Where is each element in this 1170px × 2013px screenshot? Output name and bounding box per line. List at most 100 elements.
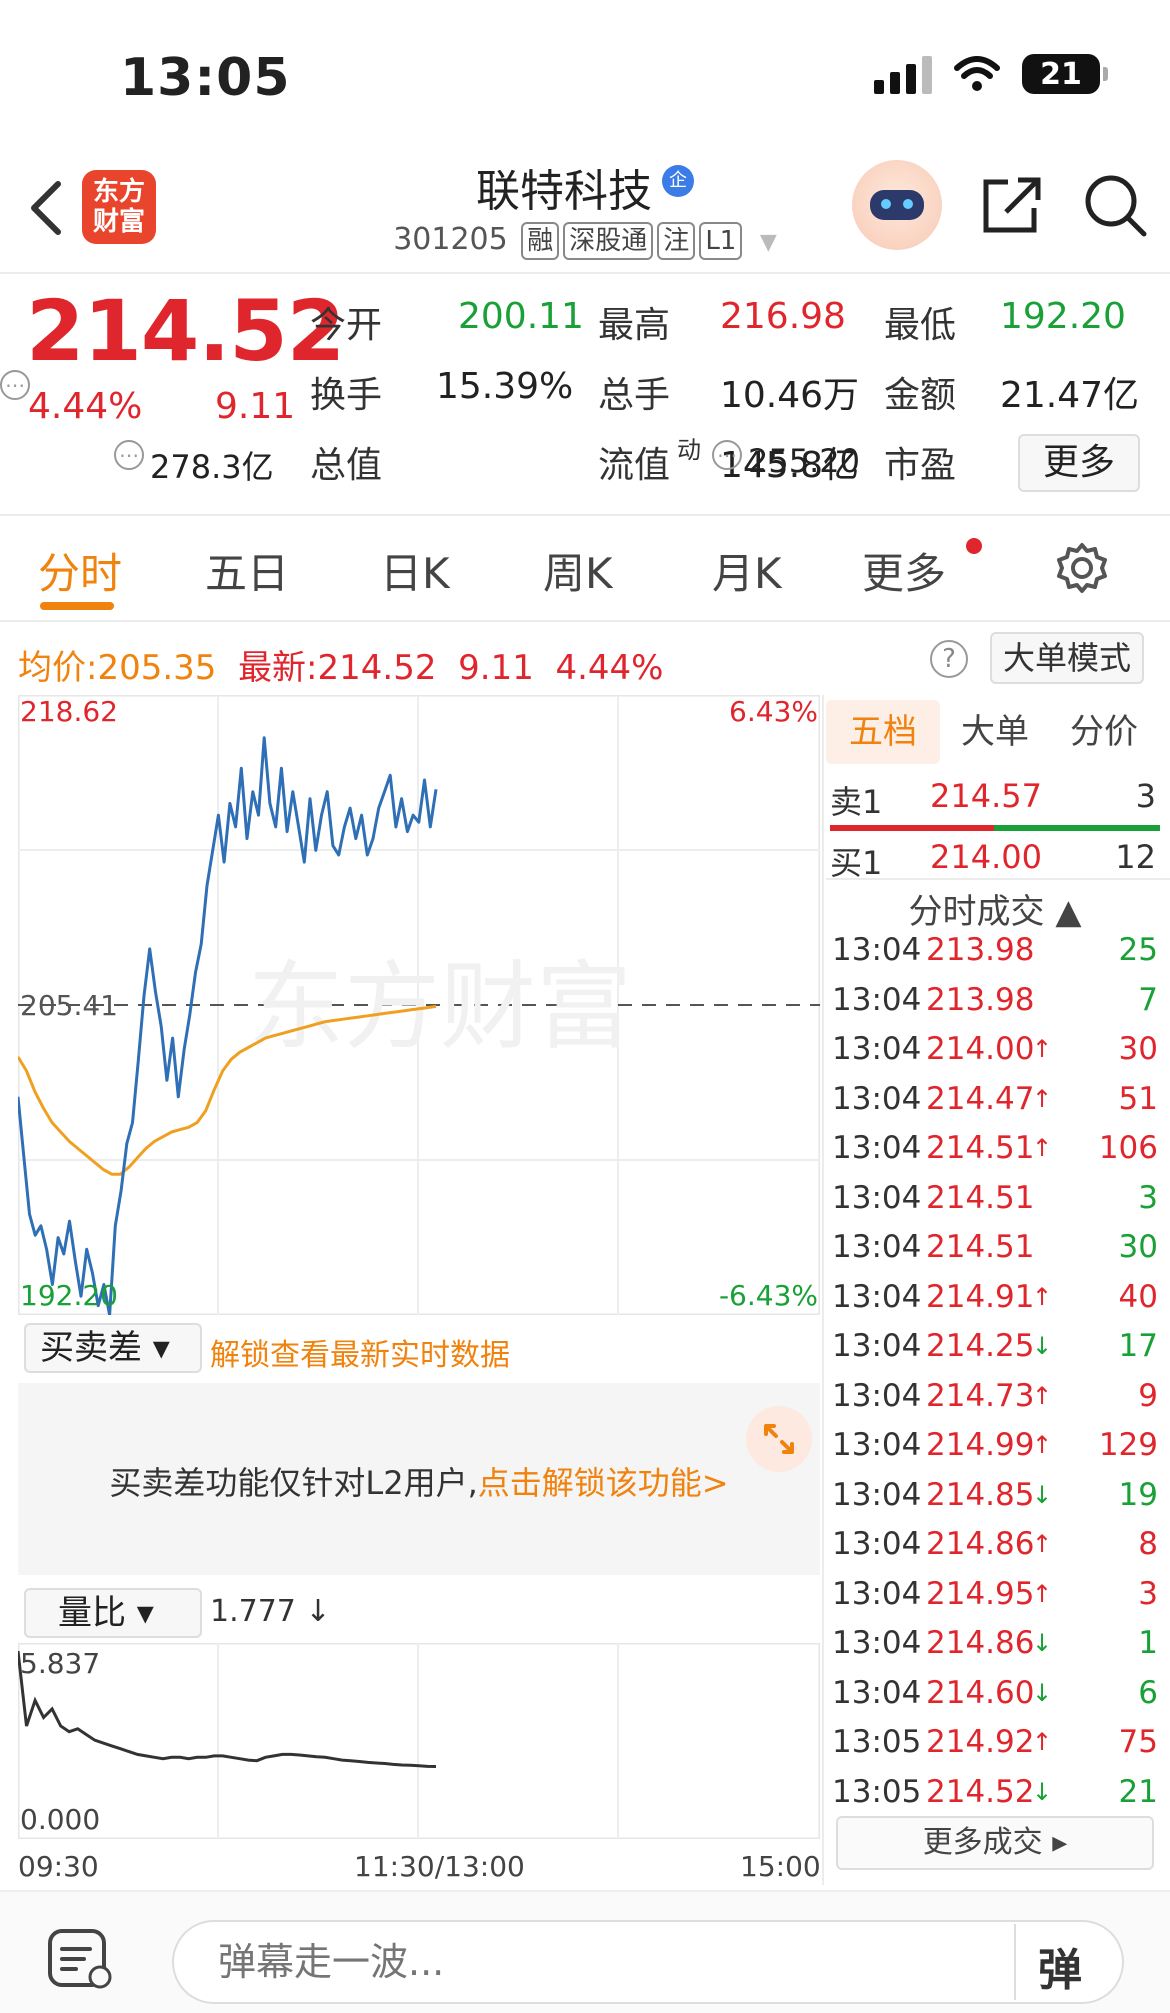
stock-subtitle[interactable]: 301205 融深股通注 L1 ▼ [0,222,1170,260]
trade-volume: 3 [1138,1575,1158,1612]
trade-direction-icon: ↓ [1032,1777,1053,1806]
trade-time: 13:04 [832,1031,922,1067]
status-icons: 21 [874,54,1108,94]
sell-1-label: 卖1 [830,783,883,821]
trade-time: 13:04 [832,1625,922,1661]
trade-time: 13:05 [832,1773,922,1810]
buy-1-label: 买1 [830,844,883,882]
trade-direction-icon: ↑ [1032,1084,1053,1113]
tab-price-distribution[interactable]: 分价 [1070,712,1138,752]
avg-value: 205.35 [97,648,217,688]
time-label-close: 15:00 [740,1850,821,1883]
unlock-realtime-link[interactable]: 解锁查看最新实时数据 [210,1338,510,1373]
trade-row: 13:04 214.86 ↓ 1 [832,1625,1158,1675]
trade-price: 214.99 [926,1427,1035,1463]
trade-row: 13:04 214.00 ↑ 30 [832,1031,1158,1081]
tag-connect: 深股通 [563,222,654,260]
time-label-mid: 11:30/13:00 [354,1850,525,1883]
trade-row: 13:04 214.47 ↑ 51 [832,1081,1158,1131]
price-line [18,736,438,1315]
trades-header[interactable]: 分时成交 ▲ [908,892,1082,932]
trade-row: 13:05 214.52 ↓ 21 [832,1774,1158,1824]
pct-axis-bottom-label: -6.43% [719,1279,818,1312]
tag-registration: 注 [657,222,696,260]
quote-label: 总值 [310,445,383,486]
input-separator [1014,1924,1016,2000]
quote-label: 今开 [310,305,383,346]
trade-volume: 30 [1118,1229,1158,1265]
buy-sell-diff-panel [18,1383,820,1575]
trade-time: 13:04 [832,1229,922,1265]
more-trades-button[interactable]: 更多成交 ▸ [836,1816,1154,1870]
time-label-open: 09:30 [18,1850,99,1883]
trade-row: 13:04 214.60 ↓ 6 [832,1675,1158,1725]
corp-badge-icon: 企 [662,165,694,197]
trade-time: 13:04 [832,1427,922,1463]
search-icon[interactable] [1082,172,1148,238]
trade-volume: 6 [1138,1674,1158,1711]
trade-direction-icon: ↓ [1032,1332,1053,1360]
trade-volume: 8 [1138,1526,1158,1562]
trade-time: 13:04 [832,1278,922,1315]
avg-price-line [18,1004,437,1176]
trade-direction-icon: ↑ [1032,1282,1053,1311]
trade-time: 13:04 [832,1179,922,1216]
buy-1-row: 买1 214.00 12 [830,838,1160,886]
tab-big-orders[interactable]: 大单 [961,712,1029,752]
trade-direction-icon: ↑ [1032,1728,1053,1756]
tab-daily-k[interactable]: 日K [380,549,450,598]
sell-1-row: 卖1 214.57 3 [830,777,1160,825]
buy-pressure-bar [994,825,1160,831]
order-book-tabs: 五档 大单 分价 [826,700,1158,766]
stock-title: 联特科技企 [0,155,1170,219]
help-icon[interactable]: ? [930,640,968,678]
quote-value: 192.20 [1000,296,1126,337]
danmaku-input[interactable] [172,1920,1124,2004]
buy-sell-diff-select[interactable]: 买卖差 ▾ [24,1323,202,1373]
big-order-mode-button[interactable]: 大单模式 [990,632,1144,684]
wifi-icon [954,56,1000,91]
trade-volume: 19 [1118,1476,1158,1513]
volume-ratio-value: 1.777 ↓ [210,1594,331,1629]
quote-value: 15.39% [436,366,574,407]
quote-label: 市盈 [884,445,957,486]
l2-note: 买卖差功能仅针对L2用户,点击解锁该功能> [18,1458,820,1504]
volume-ratio-chart[interactable]: 5.837 0.000 [18,1643,820,1839]
unlock-feature-link[interactable]: 点击解锁该功能> [477,1464,729,1502]
tab-monthly-k[interactable]: 月K [712,549,782,598]
ratio-top-label: 5.837 [20,1647,100,1680]
volume-ratio-select[interactable]: 量比 ▾ [24,1588,202,1638]
latest-value: 214.52 [317,648,437,688]
tab-more[interactable]: 更多 [862,549,947,598]
trade-row: 13:04 214.51 30 [832,1229,1158,1279]
settings-gear-icon[interactable] [1056,542,1108,594]
tab-weekly-k[interactable]: 周K [543,549,613,598]
back-chevron-icon[interactable] [26,178,66,238]
danmaku-toggle-button[interactable]: 弹 [1038,1945,1082,1996]
tab-five-day[interactable]: 五日 [205,549,290,598]
trade-direction-icon: ↑ [1032,1381,1053,1410]
trade-time: 13:04 [832,932,922,968]
trade-direction-icon: ↑ [1032,1134,1053,1162]
trade-price: 214.47 [926,1080,1035,1117]
latest-change: 9.11 [458,648,534,688]
info-icon[interactable]: ⋯ [114,440,144,470]
quote-value: 145.8亿 [720,445,860,486]
tab-intraday[interactable]: 分时 [38,549,123,598]
trade-time: 13:05 [832,1724,922,1760]
trade-price: 214.51 [926,1229,1035,1265]
more-quote-button[interactable]: 更多 [1018,434,1140,492]
sell-pressure-bar [830,825,994,831]
info-icon[interactable]: ⋯ [0,370,30,400]
trade-volume: 3 [1138,1179,1158,1216]
intraday-chart[interactable]: 东方财富 218.62 205.41 192.20 6.43% -6.43% [18,695,820,1315]
tab-five-levels[interactable]: 五档 [826,700,940,764]
assistant-robot-icon[interactable] [852,160,942,250]
expand-icon[interactable] [746,1406,812,1472]
tabs-divider [0,620,1170,622]
notes-icon[interactable] [44,1925,118,1993]
quote-label: 最低 [884,305,957,346]
info-icon[interactable]: ⋯ [712,440,742,470]
share-icon[interactable] [980,172,1044,236]
quote-value: 21.47亿 [1000,375,1140,416]
